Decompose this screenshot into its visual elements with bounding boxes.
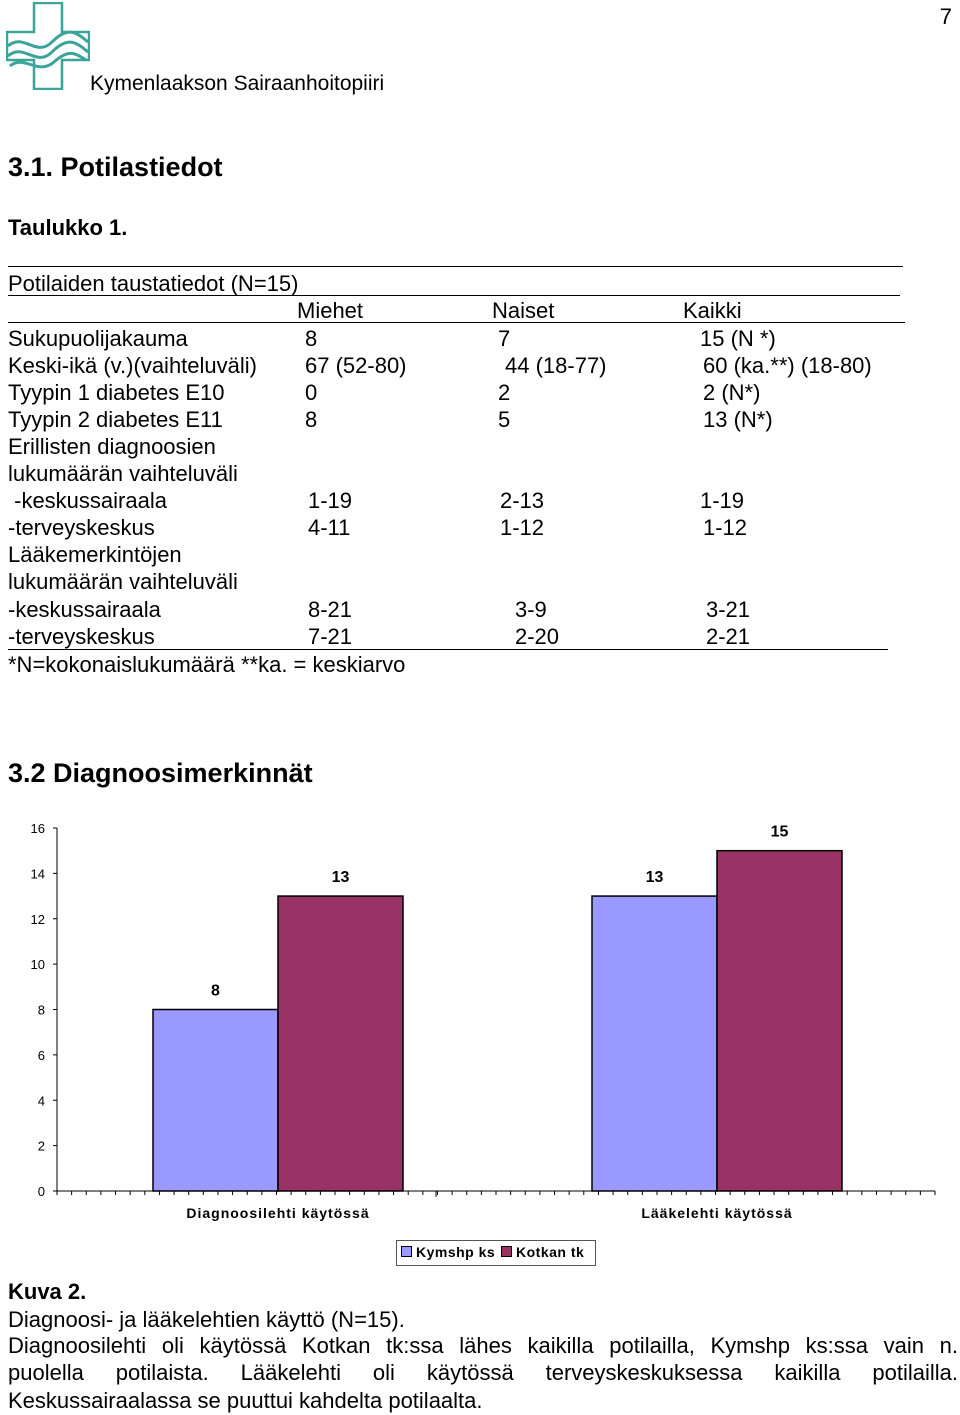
bar — [277, 895, 404, 1192]
row-label: -terveyskeskus — [8, 515, 155, 540]
row-label: Tyypin 1 diabetes E10 — [8, 380, 225, 405]
cell: 60 (ka.**) (18-80) — [703, 353, 872, 378]
row-label: Erillisten diagnoosien — [8, 434, 216, 459]
body-text-line: Keskussairaalassa se puuttui kahdelta po… — [8, 1388, 483, 1413]
bar-chart: 0 2 4 6 8 10 12 14 16 8 13 Diagnoosilehti käytössä 1… — [31, 821, 936, 1221]
cell: 3-21 — [706, 597, 751, 622]
table-header-rule — [8, 322, 905, 323]
y-tick-label: 6 — [38, 1048, 45, 1063]
table-top-rule — [8, 266, 903, 267]
bar-data-label: 15 — [771, 824, 789, 841]
y-tick-label: 8 — [38, 1003, 45, 1018]
figure-subtitle: Diagnoosi- ja lääkelehtien käyttö (N=15)… — [8, 1307, 405, 1332]
row-label: Lääkemerkintöjen — [8, 542, 182, 567]
y-tick-label: 14 — [31, 866, 45, 881]
cell: 15 (N *) — [700, 326, 776, 351]
bar — [591, 895, 718, 1192]
cell: 0 — [305, 380, 318, 405]
row-label: -keskussairaala — [8, 597, 161, 622]
cell: 67 (52-80) — [305, 353, 407, 378]
cell: 2 (N*) — [703, 380, 761, 405]
table-title-rule — [8, 295, 900, 296]
section-title: 3.1. Potilastiedot — [8, 152, 223, 182]
bar — [152, 1008, 279, 1192]
column-header-naiset: Naiset — [492, 298, 555, 323]
legend-item-kotka: Kotkan tk — [501, 1244, 584, 1260]
cell: 7-21 — [308, 624, 353, 649]
row-label: Keski-ikä (v.)(vaihteluväli) — [8, 353, 257, 378]
legend-swatch — [401, 1246, 412, 1257]
category-label: Lääkelehti käytössä — [641, 1205, 792, 1221]
legend-label: Kotkan tk — [516, 1244, 585, 1260]
y-tick-label: 2 — [38, 1139, 45, 1154]
y-tick-label: 4 — [38, 1093, 45, 1108]
cell: 1-12 — [703, 515, 748, 540]
cell: 8 — [305, 407, 318, 432]
table-footnote: *N=kokonaislukumäärä **ka. = keskiarvo — [8, 652, 406, 677]
hospital-cross-logo — [6, 2, 90, 90]
table-bottom-rule — [8, 649, 888, 650]
cell: 2-21 — [706, 624, 751, 649]
bar — [716, 849, 843, 1192]
page-number: 7 — [939, 4, 952, 29]
column-header-miehet: Miehet — [297, 298, 364, 323]
figure-caption: Kuva 2. — [8, 1279, 87, 1304]
y-tick-label: 0 — [38, 1184, 45, 1199]
cell: 1-19 — [308, 488, 353, 513]
cell: 2 — [498, 380, 511, 405]
body-text-line: Diagnoosilehti oli käytössä Kotkan tk:ss… — [8, 1333, 958, 1358]
category-label: Diagnoosilehti käytössä — [186, 1205, 369, 1221]
row-label: -terveyskeskus — [8, 624, 155, 649]
cell: 1-19 — [700, 488, 745, 513]
cell: 8-21 — [308, 597, 353, 622]
cell: 3-9 — [515, 597, 547, 622]
legend-item-kymshp: Kymshp ks — [401, 1244, 495, 1260]
y-tick-label: 10 — [31, 957, 45, 972]
cell: 1-12 — [500, 515, 545, 540]
cell: 2-13 — [500, 488, 545, 513]
cell: 4-11 — [308, 515, 351, 540]
row-label: Tyypin 2 diabetes E11 — [8, 407, 223, 432]
section-title: 3.2 Diagnoosimerkinnät — [8, 758, 313, 788]
row-label: lukumäärän vaihteluväli — [8, 569, 238, 594]
cell: 5 — [498, 407, 511, 432]
cell: 7 — [498, 326, 511, 351]
body-text-line: puolella potilaista. Lääkelehti oli käyt… — [8, 1360, 958, 1385]
bar-data-label: 13 — [646, 869, 664, 886]
row-label: -keskussairaala — [8, 488, 167, 513]
bar-data-label: 13 — [332, 869, 350, 886]
cell: 13 (N*) — [703, 407, 773, 432]
row-label: Sukupuolijakauma — [8, 326, 188, 351]
table-caption: Taulukko 1. — [8, 215, 128, 240]
legend-swatch — [501, 1246, 512, 1257]
organization-name: Kymenlaakson Sairaanhoitopiiri — [90, 72, 385, 95]
y-tick-label: 16 — [31, 821, 45, 836]
chart-legend: Kymshp ks Kotkan tk — [396, 1240, 596, 1266]
cell: 2-20 — [515, 624, 560, 649]
table-title: Potilaiden taustatiedot (N=15) — [8, 271, 299, 296]
bar-data-label: 8 — [211, 983, 220, 1000]
row-label: lukumäärän vaihteluväli — [8, 461, 238, 486]
column-header-kaikki: Kaikki — [683, 298, 742, 323]
cell: 8 — [305, 326, 318, 351]
y-tick-label: 12 — [31, 912, 45, 927]
legend-label: Kymshp ks — [416, 1244, 496, 1260]
cell: 44 (18-77) — [505, 353, 607, 378]
